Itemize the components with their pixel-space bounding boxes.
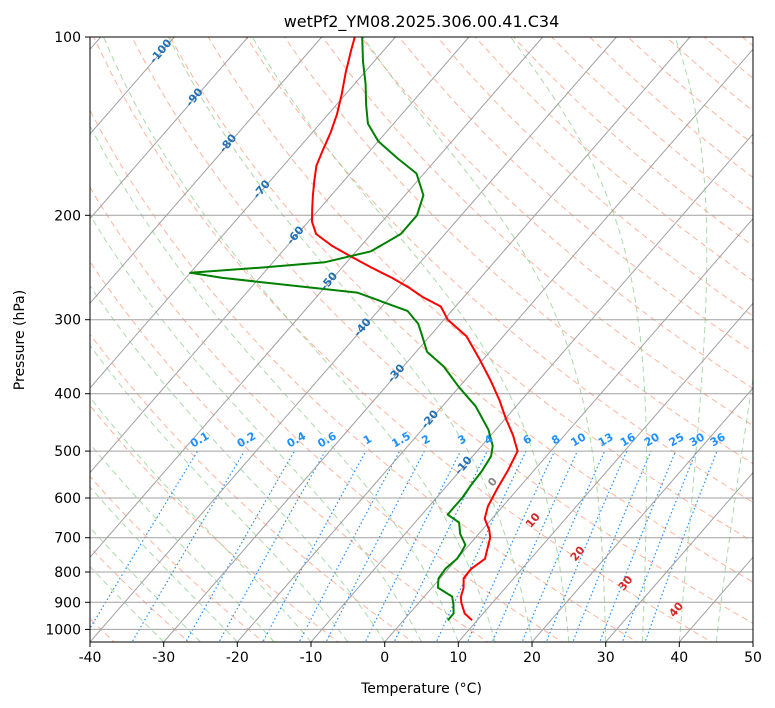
isotherm-line [531,387,753,642]
dry-adiabat [90,404,340,642]
dry-adiabat [207,37,753,543]
y-tick-label: 500 [54,444,81,460]
dry-adiabat [90,109,638,642]
y-tick-label: 400 [54,387,81,403]
mixing-ratio-line [435,450,527,642]
moist-adiabat [168,37,533,642]
x-tick-label: -30 [152,650,175,666]
mixing-ratio-line [90,450,199,630]
y-tick-label: 800 [54,565,81,581]
moist-adiabat [90,124,459,642]
moist-adiabats [90,37,753,642]
chart-title: wetPf2_YM08.2025.306.00.41.C34 [284,12,560,32]
x-tick-label: 10 [449,650,467,666]
moist-adiabat [90,344,349,642]
isotherm-line [457,302,753,642]
y-tick-label: 300 [54,313,81,329]
plot-frame [89,36,754,643]
isotherm-line [384,217,753,642]
isobar-gridlines [90,37,753,630]
mixing-ratio-line [545,450,628,642]
isotherm-line [236,48,753,642]
isotherm-line [310,133,753,642]
y-tick-label: 200 [54,208,81,224]
isotherm-line [90,37,249,220]
isotherm-line [752,641,753,642]
y-axis: 1000 900 800 700 600 500 400 300 200 100 [45,30,90,638]
dry-adiabat [398,37,753,353]
isotherm-line [90,37,544,559]
profile-series [189,37,519,622]
x-tick-label: 30 [597,650,615,666]
dry-adiabat [90,186,564,642]
x-axis: -40 -30 -20 -10 0 10 20 30 40 50 [79,642,762,666]
moist-adiabat [674,37,708,642]
dry-adiabat [322,37,753,427]
isotherm-line [163,37,691,642]
x-tick-label: -40 [79,650,102,666]
y-tick-label: 600 [54,491,81,507]
mixing-ratio-line [644,450,718,642]
dry-adiabat [169,37,753,583]
plot-background [90,37,753,642]
moist-adiabat [251,37,570,642]
temperature-line [311,37,519,622]
mixing-ratio-line [599,450,677,642]
isotherm-line [90,37,617,642]
dewpoint-line [189,37,494,621]
x-tick-label: 0 [380,650,389,666]
y-tick-label: 700 [54,531,81,547]
isotherm-line [605,471,753,642]
x-tick-label: 40 [670,650,688,666]
moist-adiabat [715,375,753,642]
moist-adiabat [103,37,496,642]
dry-adiabat [360,37,753,390]
moist-adiabat [362,37,607,642]
moist-adiabat [90,213,422,642]
isotherm-line [90,37,470,474]
mixing-ratio-line [572,450,652,642]
isotherm-line [90,37,323,305]
x-tick-label: -10 [300,650,323,666]
background-lines: -100-90-80-70-60-50-40-30-20-100.1 0.2 0.4… [90,37,753,642]
moist-adiabat [510,37,648,642]
y-axis-label: Pressure (hPa) [12,290,28,390]
moist-adiabat [90,443,275,642]
x-tick-label: 50 [744,650,762,666]
isotherms [90,37,753,642]
y-tick-label: 1000 [45,622,81,638]
dry-adiabat [245,37,753,503]
y-tick-label: 900 [54,595,81,611]
mixing-ratio-line [298,450,401,642]
y-tick-label: 100 [54,30,81,46]
x-tick-label: -20 [226,650,249,666]
mixing-ratio-line [325,450,425,642]
mixing-ratio-line [621,450,697,642]
moist-adiabat [90,285,386,642]
isotherm-line [90,37,396,389]
x-axis-label: Temperature (°C) [360,681,482,697]
x-tick-label: 20 [523,650,541,666]
